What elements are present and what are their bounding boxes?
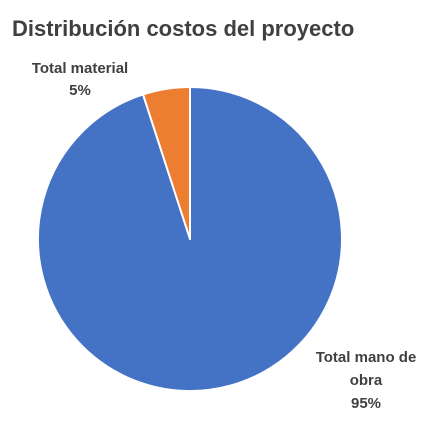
slice-label-mano-de-obra-line2: obra bbox=[350, 372, 383, 389]
pie-slices bbox=[38, 87, 342, 391]
slice-value-material: 5% bbox=[69, 82, 91, 99]
data-label-mano-de-obra: Total mano de obra 95% bbox=[316, 349, 417, 412]
data-label-material: Total material 5% bbox=[32, 60, 128, 99]
slice-value-mano-de-obra: 95% bbox=[351, 395, 381, 412]
slice-label-mano-de-obra-line1: Total mano de bbox=[316, 349, 417, 366]
chart-title: Distribución costos del proyecto bbox=[12, 16, 354, 41]
slice-label-material-line1: Total material bbox=[32, 60, 128, 77]
